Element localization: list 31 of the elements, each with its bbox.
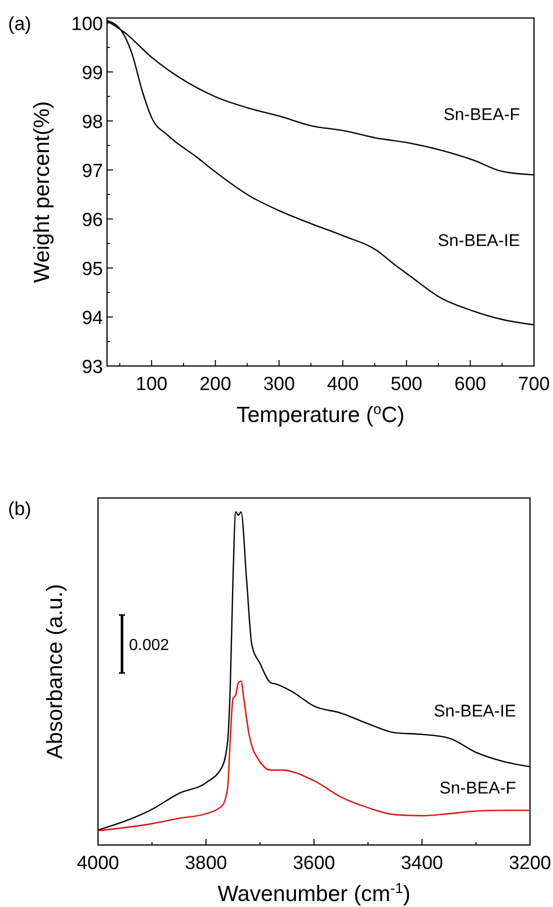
x-tick-label: 600 (454, 374, 486, 395)
y-axis-title: Absorbance (a.u.) (42, 584, 67, 759)
chart-title: (a) (8, 14, 32, 35)
x-tick-label: 700 (518, 374, 550, 395)
x-tick-label: 300 (263, 374, 295, 395)
y-tick-label: 100 (71, 14, 103, 35)
x-tick-label: 100 (136, 374, 168, 395)
x-tick-label: 3800 (184, 853, 228, 874)
x-tick-label: 3200 (508, 853, 552, 874)
x-axis-title: Temperature ($^{o}$C) (236, 402, 405, 427)
y-tick-label: 97 (82, 160, 103, 182)
annotation: 0.002 (129, 637, 170, 654)
y-tick-label: 95 (82, 258, 103, 280)
x-tick-label: 3400 (400, 853, 444, 874)
text: Sn-BEA-IE (438, 230, 520, 250)
y-tick-label: 93 (82, 357, 103, 378)
x-tick-label: 4000 (76, 853, 120, 874)
series-label: Sn-BEA-F (443, 104, 520, 124)
series-label: Sn-BEA-IE (434, 702, 516, 721)
x-tick-label: 3600 (292, 853, 336, 874)
x-tick-label: 200 (199, 374, 232, 395)
x-axis-title: Wavenumber (cm$^{-1}$) (218, 881, 410, 906)
y-tick-label: 96 (82, 210, 103, 231)
y-tick-label: 99 (82, 62, 103, 84)
y-tick-label: 98 (82, 112, 103, 133)
chart-title: (b) (8, 499, 32, 520)
y-tick-label: 94 (82, 308, 104, 329)
series-label: Sn-BEA-F (439, 778, 516, 798)
x-tick-label: 500 (390, 374, 422, 395)
y-axis-title: Weight percent(%) (29, 101, 54, 283)
x-tick-label: 400 (326, 374, 359, 395)
